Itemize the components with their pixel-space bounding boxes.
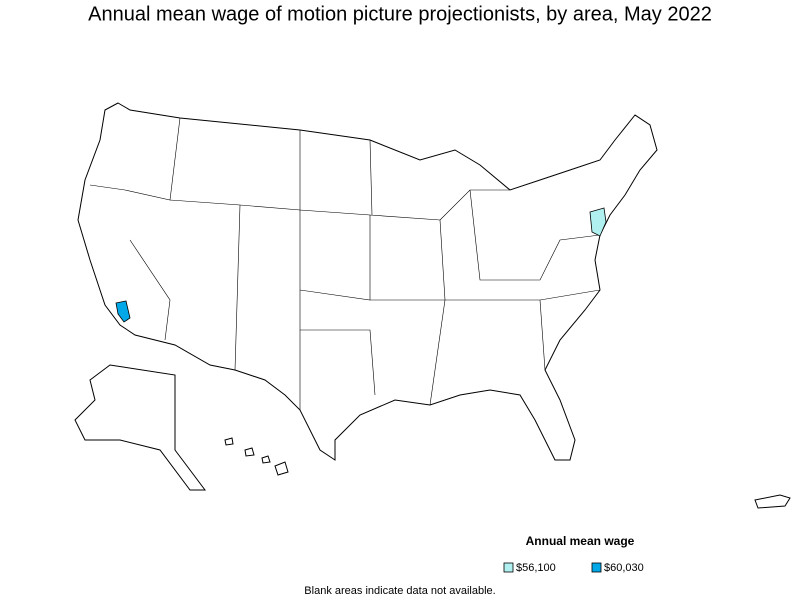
contiguous-us bbox=[77, 102, 658, 461]
legend-title: Annual mean wage bbox=[526, 534, 635, 548]
legend-label: $56,100 bbox=[516, 562, 556, 574]
legend-label: $60,030 bbox=[604, 562, 644, 574]
legend: $56,100 $60,030 bbox=[503, 562, 644, 574]
hawaii bbox=[224, 437, 289, 476]
alaska bbox=[74, 364, 206, 491]
puerto-rico bbox=[754, 494, 791, 509]
legend-swatch bbox=[591, 562, 602, 573]
map-title: Annual mean wage of motion picture proje… bbox=[88, 3, 712, 25]
highlight-area bbox=[115, 300, 131, 323]
map bbox=[74, 102, 791, 509]
footnote: Blank areas indicate data not available. bbox=[304, 585, 495, 597]
state-borders bbox=[89, 117, 601, 410]
highlight-area bbox=[589, 207, 607, 237]
legend-swatch bbox=[503, 562, 514, 573]
